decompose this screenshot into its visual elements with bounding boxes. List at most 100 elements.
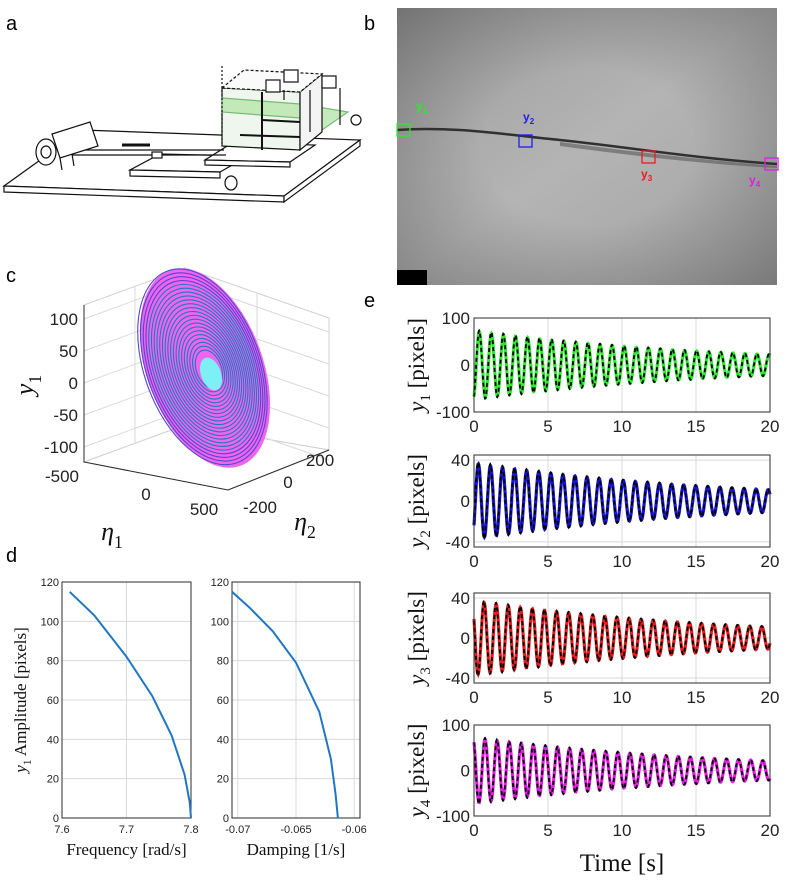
panel-label-a: a <box>6 13 18 35</box>
axis-frame <box>83 305 330 491</box>
y-tick-label: 0 <box>53 813 59 825</box>
trajectory-loop <box>139 272 266 462</box>
y-axis-label: y1 [pixels] <box>404 318 434 414</box>
chart-d-frequency: 0 20 40 60 80 100 120 7.6 7.7 7.8 Frequency [rad/s… <box>11 577 199 859</box>
z-axis-label-letter: y <box>10 383 39 398</box>
trajectory-loop <box>137 268 268 466</box>
trajectory-loop <box>183 334 232 404</box>
trajectory-core <box>199 357 223 391</box>
plot-frame <box>473 317 771 413</box>
trajectory-loop <box>145 279 262 455</box>
z-axis-label: y1 <box>10 375 45 398</box>
x-axis-label-letter: η <box>101 517 114 546</box>
z-tick-label: -100 <box>44 438 78 457</box>
curve <box>231 591 339 819</box>
y-axis-label: y4 [pixels] <box>404 724 434 820</box>
z-tick-label: 50 <box>59 342 78 361</box>
connector-rod <box>151 151 163 159</box>
y-tick-label: 0 <box>461 629 470 648</box>
y-tick-label: 120 <box>211 577 229 589</box>
x-axis-label: Time [s] <box>580 850 665 877</box>
y-tick-label: 20 <box>47 774 59 786</box>
marker-sub: 1 <box>423 106 428 115</box>
y-tick-label: 0 <box>223 813 229 825</box>
marker-box-y4 <box>764 157 779 171</box>
model-signal <box>473 328 771 400</box>
y-tick-label: 40 <box>217 734 229 746</box>
trajectory-loop <box>192 345 226 393</box>
y-tick-label: 100 <box>442 716 470 735</box>
z-tick-label: -50 <box>53 406 78 425</box>
y-axis-label-letter: y <box>11 765 30 775</box>
y-tick-label: 40 <box>451 589 470 608</box>
model-signal <box>473 460 771 540</box>
marker-label-y3: y3 <box>641 167 653 183</box>
y-axis-label: y2 [pixels] <box>404 454 434 550</box>
x-tick-label: 0 <box>141 485 150 504</box>
trajectory-loop <box>153 291 255 444</box>
x-tick-label: 5 <box>543 821 552 840</box>
trajectory-loop <box>148 283 260 451</box>
y-tick-label: 80 <box>47 656 59 668</box>
x-tick-label: -500 <box>45 467 79 486</box>
ylabel-sub: 1 <box>418 394 434 402</box>
x-tick-label: 0 <box>469 417 478 436</box>
x-tick-label: 10 <box>613 688 632 707</box>
marker-label-y1: y1 <box>416 99 428 115</box>
plot-frame <box>61 581 192 819</box>
plot-frame <box>473 454 771 548</box>
marker-label-y2: y2 <box>523 110 535 126</box>
marker-sub: 4 <box>756 180 761 189</box>
plot-frame <box>473 724 771 817</box>
y-axis-label-rest: Amplitude [pixels] <box>11 627 30 759</box>
ylabel-unit: [pixels] <box>404 318 429 394</box>
ylabel-letter: y <box>404 401 429 414</box>
motor <box>35 121 99 171</box>
y-tick-label: -40 <box>445 533 470 552</box>
trajectory-loop <box>175 322 238 415</box>
y-tick-label: 40 <box>451 451 470 470</box>
ylabel-letter: y <box>404 674 429 687</box>
trajectory-loop <box>161 303 249 433</box>
y-tick-label: 120 <box>41 577 59 589</box>
x-tick-label: 7.7 <box>119 824 134 836</box>
y-axis-label: η2 <box>294 507 316 542</box>
y-tick-label: 100 <box>41 616 59 628</box>
x-axis-label-sub: 1 <box>114 532 123 552</box>
curve <box>69 591 192 819</box>
x-axis-label: η1 <box>101 517 123 552</box>
x-tick-label: 15 <box>687 552 706 571</box>
trajectory-loop <box>164 307 247 429</box>
panel-label-e: e <box>364 290 375 312</box>
marker-sub: 2 <box>530 117 535 126</box>
y-axis-label-sub: 1 <box>21 759 34 765</box>
y-axis-label-sub: 2 <box>307 522 316 542</box>
y-tick-label: 100 <box>211 616 229 628</box>
x-tick-label: 7.8 <box>183 824 198 836</box>
y-tick-label: 40 <box>47 734 59 746</box>
marker-label-y4: y4 <box>749 173 761 189</box>
x-axis-label: Frequency [rad/s] <box>66 840 186 859</box>
cameras <box>224 69 362 191</box>
y-tick-label: -100 <box>436 403 470 422</box>
trajectory-loop <box>172 318 240 418</box>
trajectory-loop <box>159 299 251 437</box>
model-signal <box>473 599 771 677</box>
water-surface <box>396 127 778 166</box>
trajectory-loop <box>178 326 236 411</box>
x-tick-label: 10 <box>613 821 632 840</box>
plot-frame <box>473 592 771 684</box>
ylabel-unit: [pixels] <box>404 591 429 667</box>
x-tick-label: 500 <box>190 500 218 519</box>
y-tick-label: 0 <box>283 473 292 492</box>
x-tick-label: 15 <box>687 821 706 840</box>
x-tick-label: -0.065 <box>280 824 311 836</box>
y-tick-label: 60 <box>217 695 229 707</box>
y-axis-label: y1 Amplitude [pixels] <box>11 627 34 775</box>
trajectory-loop <box>186 337 230 400</box>
